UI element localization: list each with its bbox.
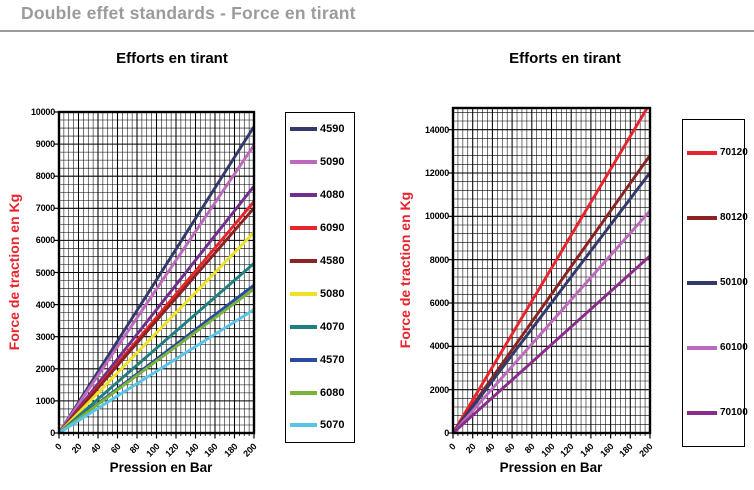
- legend-label-4080: 4080: [320, 189, 345, 202]
- y-tick-label: 0: [50, 428, 55, 438]
- y-tick-label: 8000: [35, 171, 55, 182]
- y-tick-label: 5000: [35, 267, 55, 278]
- legend-item: 60100: [687, 343, 748, 353]
- legend-box: 4590 5090 4080 6090 4580 5080 4070 4570 6080 5070: [285, 112, 355, 443]
- legend-swatch-4070: [290, 324, 317, 329]
- legend-swatch-50100: [687, 280, 717, 285]
- y-tick-label: 2000: [35, 363, 55, 374]
- legend-label-4070: 4070: [320, 320, 345, 333]
- series-line-5090: [59, 144, 254, 433]
- legend-item: 5090: [290, 156, 354, 169]
- legend-item: 6080: [290, 386, 354, 399]
- page-title: Double effet standards - Force en tirant: [21, 3, 356, 23]
- legend-box: 70120 80120 50100 60100 70100: [682, 119, 748, 447]
- legend-item: 70100: [687, 408, 748, 418]
- y-tick-label: 1000: [35, 395, 55, 406]
- legend-label-6090: 6090: [320, 222, 345, 235]
- legend-swatch-80120: [687, 215, 717, 220]
- y-tick-label: 9000: [35, 139, 55, 150]
- legend-label-50100: 50100: [720, 276, 748, 288]
- y-tick-label: 10000: [424, 211, 449, 222]
- y-tick-label: 4000: [429, 341, 449, 352]
- legend-item: 4070: [290, 320, 354, 333]
- y-tick-label: 4000: [35, 299, 55, 310]
- legend-label-60100: 60100: [720, 342, 748, 354]
- chart-title: Efforts en tirant: [509, 50, 621, 67]
- plot-border: [57, 110, 256, 435]
- legend-swatch-4080: [290, 193, 317, 198]
- legend-swatch-5080: [290, 291, 317, 296]
- series-line-4580: [59, 207, 254, 433]
- legend-item: 5080: [290, 287, 354, 300]
- series-line-50100: [453, 171, 650, 433]
- series-line-4080: [59, 185, 254, 433]
- legend-item: 5070: [290, 419, 354, 432]
- legend-label-5080: 5080: [320, 287, 345, 300]
- series-line-4590: [59, 125, 254, 433]
- plot-border: [451, 106, 652, 435]
- series-line-6080: [59, 287, 254, 433]
- y-tick-label: 2000: [429, 384, 449, 395]
- y-tick-label: 12000: [424, 168, 449, 178]
- legend-item: 80120: [687, 212, 748, 223]
- y-axis-title: Force de traction en Kg: [397, 191, 413, 349]
- legend-item: 4080: [290, 189, 354, 202]
- legend-label-70120: 70120: [720, 146, 748, 158]
- legend-swatch-4570: [290, 357, 317, 362]
- series-line-5070: [59, 308, 254, 433]
- series-line-70100: [453, 254, 650, 433]
- legend-swatch-4590: [290, 127, 317, 132]
- legend-item: 70120: [687, 147, 748, 158]
- legend-swatch-5090: [290, 160, 317, 165]
- legend-swatch-70100: [687, 411, 717, 416]
- x-axis-title: Pression en Bar: [499, 460, 603, 475]
- legend-label-6080: 6080: [320, 386, 345, 399]
- y-tick-label: 8000: [429, 254, 449, 265]
- x-axis-title: Pression en Bar: [109, 460, 213, 475]
- legend-item: 4580: [290, 255, 354, 267]
- series-lines: [453, 108, 650, 433]
- legend-item: 50100: [687, 277, 748, 288]
- legend-label-5090: 5090: [320, 156, 345, 169]
- y-tick-label: 14000: [424, 124, 449, 135]
- legend-swatch-4580: [290, 259, 317, 263]
- legend-label-5070: 5070: [320, 419, 345, 432]
- legend-label-4580: 4580: [320, 255, 345, 267]
- series-lines: [59, 125, 254, 433]
- legend-label-70100: 70100: [720, 407, 748, 419]
- y-tick-label: 3000: [35, 331, 55, 342]
- legend-item: 4590: [290, 123, 354, 136]
- series-line-60100: [453, 209, 650, 433]
- legend-swatch-6090: [290, 226, 317, 231]
- legend-item: 6090: [290, 222, 354, 235]
- legend-swatch-70120: [687, 150, 717, 155]
- y-tick-label: 6000: [35, 235, 55, 246]
- legend-label-4590: 4590: [320, 123, 345, 136]
- legend-item: 4570: [290, 353, 354, 366]
- legend-swatch-60100: [687, 346, 717, 351]
- header-rule: [0, 30, 754, 32]
- y-tick-label: 10000: [30, 107, 55, 117]
- plot-area: [448, 106, 652, 439]
- series-line-80120: [453, 154, 650, 433]
- series-line-70120: [453, 108, 649, 433]
- legend-label-80120: 80120: [720, 211, 748, 223]
- legend-swatch-5070: [290, 423, 317, 428]
- legend-label-4570: 4570: [320, 353, 345, 366]
- y-tick-label: 0: [444, 428, 449, 438]
- series-line-5080: [59, 231, 254, 433]
- legend-swatch-6080: [290, 390, 317, 395]
- series-line-4070: [59, 262, 254, 433]
- plot-area: [54, 110, 256, 439]
- y-tick-label: 6000: [429, 298, 449, 308]
- y-tick-label: 7000: [35, 203, 55, 214]
- chart-title: Efforts en tirant: [116, 50, 228, 67]
